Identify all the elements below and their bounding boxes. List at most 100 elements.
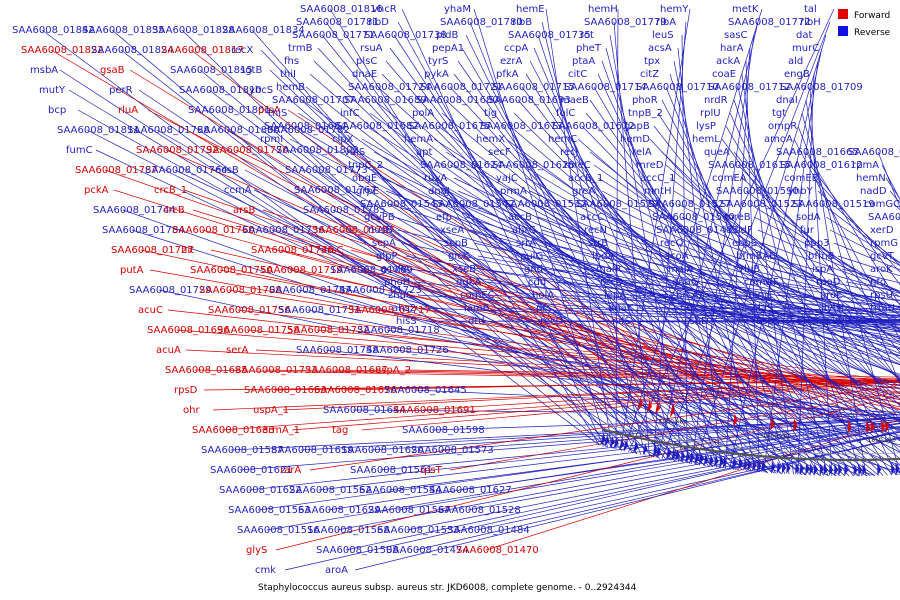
reverse-gene-label: gcvPA [380,264,410,275]
leader-line [741,177,900,316]
leader-line [409,268,900,338]
leader-line [194,369,900,383]
reverse-gene-label: sgtB [240,65,262,76]
reverse-gene-label: glcK [448,251,470,262]
reverse-gene-label: ebpS [732,238,757,249]
reverse-gene-label: SAA6008_01735 [508,30,591,41]
legend-forward-label: Forward [854,11,890,21]
leader-line [485,419,900,551]
leader-line [465,34,675,462]
reverse-gene-label: obgE [352,173,377,184]
leader-line [437,125,900,465]
reverse-gene-label: accC_1 [640,173,675,184]
leader-line [422,379,900,411]
position-tick-label: 1850 kbp [868,437,896,444]
reverse-gene-label: SAA6008_01563 [228,505,311,516]
leader-line [485,281,900,328]
leader-line [713,319,900,322]
genome-backbone [602,428,900,462]
leader-line [113,189,845,421]
reverse-gene-label: malA [668,264,694,275]
reverse-gene-label: alaS [752,303,773,314]
reverse-gene-label: SAA6008_01627 [429,485,512,496]
leader-line [625,268,900,317]
reverse-gene-label: SAA6008_01712 [708,82,791,93]
leader-line [395,349,900,416]
forward-feature [733,413,738,428]
leader-line [329,8,600,446]
reverse-gene-label: SAA6008_01567 [368,505,451,516]
leader-line [226,129,768,473]
reverse-gene-label: tal [804,4,817,15]
reverse-gene-label: dnaG [672,277,699,288]
leader-line [813,177,900,273]
reverse-gene-label: mreD [636,160,664,171]
leader-line [305,86,803,476]
reverse-gene-label: SAA6008_01772 [728,17,811,28]
reverse-gene-label: ackA [716,56,740,67]
reverse-gene-label: gcvT [870,251,895,262]
reverse-gene-label: SAA6008_01568 [307,525,390,536]
leader-line [269,69,683,463]
reverse-feature [743,458,748,471]
leader-line [765,255,900,294]
forward-gene-label: SAA6008_01792 [136,145,219,156]
reverse-gene-label: SAA6008_01764 [145,165,228,176]
reverse-gene-label: comEC [460,290,495,301]
reverse-gene-label: SAA6008_01714 [564,82,647,93]
leader-line [673,60,756,472]
reverse-gene-label: SAA6008_01665 [776,147,859,158]
reverse-gene-label: ahs2 [392,303,416,314]
reverse-gene-label: udk [680,303,699,314]
reverse-feature [834,463,839,476]
leader-line [721,138,900,383]
reverse-gene-label: SAA6008_01824 [91,45,174,56]
reverse-gene-label: recO [600,277,624,288]
leader-line [309,384,900,471]
leader-line [266,423,900,531]
leader-line [185,349,900,386]
reverse-gene-label: rpmA [852,160,879,171]
reverse-gene-label: dnaJ [428,186,450,197]
leader-line [417,294,900,329]
reverse-gene-label: pepA1 [432,43,464,54]
leader-lines [41,8,900,571]
forward-gene-label: hit [181,245,194,256]
reverse-gene-label: vhcR [372,4,397,15]
reverse-gene-label: SAA6008_01622 [219,485,302,496]
forward-feature [770,416,775,431]
reverse-gene-label: SAA6008_01693 [488,95,571,106]
leader-line [445,99,846,477]
leader-line [385,60,739,471]
reverse-gene-label: SAA6008_01644 [323,405,406,416]
reverse-feature [795,462,800,475]
reverse-gene-label: pulG [520,251,543,262]
leader-line [325,21,633,454]
forward-gene-label: putA [120,265,144,276]
reverse-gene-label: tnpB_2 [628,108,663,119]
reverse-gene-label: rpmI [260,134,283,145]
leader-line [661,21,831,459]
reverse-feature [600,433,606,446]
reverse-feature [781,461,787,474]
reverse-gene-label: pykA [424,69,449,80]
leader-line [685,229,900,311]
leader-line [397,21,638,454]
reverse-gene-label: accB_1 [568,173,603,184]
reverse-feature [694,452,700,465]
leader-line [609,34,684,463]
reverse-gene-label: SAA6008_01561 [350,465,433,476]
reverse-feature [858,463,863,476]
reverse-gene-label: SAA6008_01658 [848,147,900,158]
leader-line [467,431,900,511]
leader-line [433,138,900,442]
leader-line [665,86,824,476]
reverse-gene-label: srrB [588,238,608,249]
forward-gene-label: SAA6008_01758 [217,325,300,336]
reverse-gene-label: mreC [564,160,591,171]
forward-gene-label: crcB [163,205,185,216]
reverse-feature [685,450,691,463]
leader-line [370,416,900,451]
forward-gene-label: glyS [246,545,267,556]
reverse-gene-label: SAA6008_01544 [359,485,442,496]
